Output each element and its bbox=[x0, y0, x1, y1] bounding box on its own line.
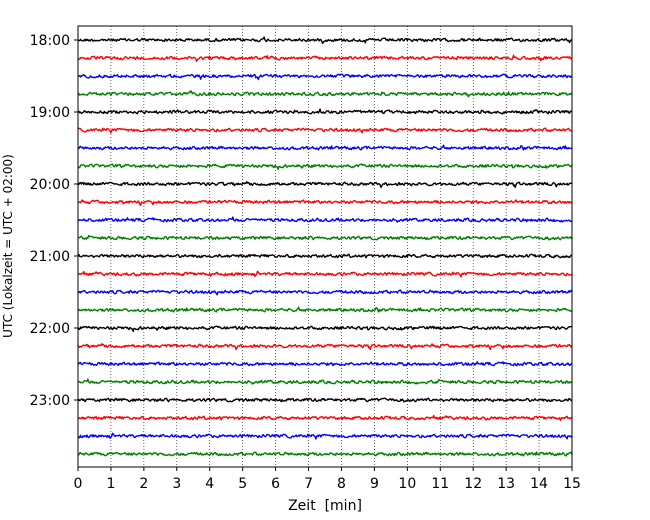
trace-2200 bbox=[77, 325, 573, 333]
trace-1930 bbox=[77, 144, 573, 151]
y-tick-label: 21:00 bbox=[30, 249, 70, 265]
trace-2315 bbox=[77, 414, 573, 421]
trace-2130 bbox=[77, 289, 573, 296]
x-axis-label: Zeit [min] bbox=[288, 498, 362, 514]
trace-1845 bbox=[77, 90, 573, 98]
y-axis-label: UTC (Lokalzeit = UTC + 02:00) bbox=[1, 154, 15, 338]
x-tick-label: 7 bbox=[304, 476, 313, 492]
x-tick-label: 4 bbox=[205, 476, 214, 492]
x-tick-label: 0 bbox=[74, 476, 83, 492]
trace-1830 bbox=[77, 73, 573, 81]
trace-2245 bbox=[77, 378, 573, 385]
trace-1945 bbox=[77, 163, 573, 171]
trace-2000 bbox=[77, 181, 573, 189]
trace-2300 bbox=[77, 397, 573, 403]
y-tick-label: 19:00 bbox=[30, 105, 70, 121]
x-tick-label: 3 bbox=[172, 476, 181, 492]
trace-2345 bbox=[77, 451, 573, 457]
trace-2330 bbox=[77, 432, 573, 440]
y-axis-ticks: 18:00 19:00 20:00 21:00 22:00 23:00 bbox=[30, 33, 78, 409]
trace-2100 bbox=[77, 253, 572, 259]
y-tick-label: 22:00 bbox=[30, 321, 70, 337]
trace-2115 bbox=[77, 270, 573, 278]
trace-2045 bbox=[77, 234, 573, 241]
x-tick-label: 1 bbox=[106, 476, 115, 492]
x-tick-label: 5 bbox=[238, 476, 247, 492]
trace-2215 bbox=[77, 343, 573, 351]
trace-1815 bbox=[77, 54, 573, 63]
y-tick-label: 18:00 bbox=[30, 33, 70, 49]
trace-2030 bbox=[77, 216, 573, 223]
trace-1800 bbox=[77, 36, 573, 45]
x-axis-ticks: 0 1 2 3 4 5 6 7 8 9 10 11 12 13 14 15 bbox=[74, 467, 581, 492]
y-tick-label: 23:00 bbox=[30, 393, 70, 409]
trace-2230 bbox=[77, 361, 573, 367]
x-tick-label: 11 bbox=[431, 476, 449, 492]
x-tick-label: 8 bbox=[337, 476, 346, 492]
y-tick-label: 20:00 bbox=[30, 177, 70, 193]
x-tick-label: 10 bbox=[398, 476, 416, 492]
x-tick-label: 6 bbox=[271, 476, 280, 492]
x-tick-label: 14 bbox=[530, 476, 548, 492]
trace-2015 bbox=[77, 199, 573, 207]
trace-1915 bbox=[77, 127, 573, 134]
x-tick-label: 13 bbox=[497, 476, 515, 492]
seismic-traces bbox=[77, 36, 573, 457]
trace-1900 bbox=[77, 108, 573, 115]
x-tick-label: 2 bbox=[139, 476, 148, 492]
x-tick-label: 15 bbox=[563, 476, 581, 492]
x-tick-label: 12 bbox=[464, 476, 482, 492]
trace-2145 bbox=[77, 306, 573, 313]
plot-frame bbox=[77, 25, 573, 468]
x-tick-label: 9 bbox=[370, 476, 379, 492]
